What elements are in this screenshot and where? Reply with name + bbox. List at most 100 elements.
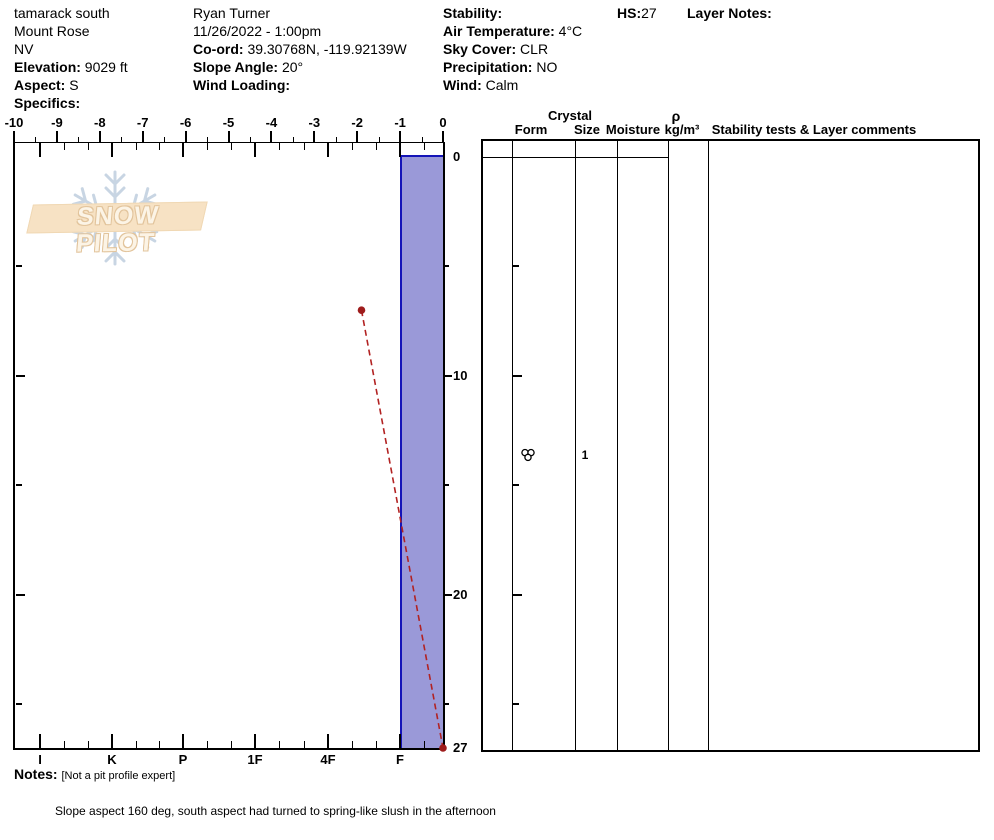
hardness-major-tick-top [254,143,256,157]
hardness-minor-tick-bottom [376,741,377,748]
table-column-line [708,141,709,750]
pit-depth-label: 27 [453,740,468,755]
temp-axis-label: -1 [394,115,406,130]
snow-layer-bar [400,155,443,748]
observer-info: Ryan Turner 11/26/2022 - 1:00pm Co-ord: … [193,4,407,94]
hardness-major-tick-top [39,143,41,157]
hardness-axis-label: P [178,752,188,767]
footer-comment: Slope aspect 160 deg, south aspect had t… [55,804,496,818]
depth-tick-left [16,703,22,705]
layer-notes-field: Layer Notes: [687,5,772,21]
depth-tick-right [444,703,449,705]
table-column-line [668,141,669,750]
hardness-axis-label: K [107,752,117,767]
hardness-major-tick-bottom [182,734,184,748]
hardness-minor-tick-bottom [424,741,425,748]
depth-axis-label: 10 [453,368,468,383]
hardness-major-tick-bottom [254,734,256,748]
depth-tick-right [444,484,449,486]
precipitation: Precipitation: NO [443,59,558,75]
hardness-minor-tick-top [159,143,160,150]
table-header-rho-unit: kg/m³ [664,122,700,137]
temp-axis-major-tick [56,131,58,143]
temp-axis-minor-tick [336,137,337,143]
table-column-line [617,141,618,750]
temp-axis-minor-tick [121,137,122,143]
depth-tick-left [16,265,22,267]
hardness-major-tick-top [327,143,329,157]
depth-tick-right [444,265,449,267]
depth-tick-table [513,265,519,267]
conditions-info: Stability: Air Temperature: 4°C Sky Cove… [443,4,582,94]
temp-axis-minor-tick [207,137,208,143]
depth-tick-left [16,484,22,486]
temp-axis-major-tick [399,131,401,143]
depth-tick-table [513,594,522,596]
wind: Wind: Calm [443,77,519,93]
table-header-comments: Stability tests & Layer comments [711,122,917,137]
hardness-major-tick-top [399,143,401,157]
site-info: tamarack south Mount Rose NV Elevation: … [14,4,128,112]
table-header-moisture: Moisture [605,122,661,137]
temp-axis-label: -4 [265,115,278,130]
site-specifics: Specifics: [14,95,81,111]
coordinates: Co-ord: 39.30768N, -119.92139W [193,41,407,57]
temp-axis-minor-tick [78,137,79,143]
hardness-minor-tick-top [424,143,425,150]
temp-axis-label: -3 [308,115,321,130]
temp-axis-minor-tick [379,137,380,143]
temp-axis-major-tick [270,131,272,143]
hardness-minor-tick-bottom [304,741,305,748]
hardness-minor-tick-top [304,143,305,150]
temp-axis-minor-tick [164,137,165,143]
depth-tick-left [16,375,25,377]
table-header-form: Form [514,122,548,137]
layers-table-frame [481,139,980,752]
temp-axis-label: -9 [51,115,63,130]
table-header-size: Size [573,122,600,137]
table-column-line [575,141,576,750]
site-area: Mount Rose [14,23,90,39]
temp-axis-major-tick [142,131,144,143]
air-temperature: Air Temperature: 4°C [443,23,583,39]
sky-cover: Sky Cover: CLR [443,41,549,57]
temp-axis-major-tick [13,131,15,143]
hardness-major-tick-bottom [39,734,41,748]
hardness-major-tick-top [182,143,184,157]
observer-name: Ryan Turner [193,5,271,21]
temp-axis-minor-tick [35,137,36,143]
hardness-minor-tick-top [136,143,137,150]
temp-axis-major-tick [313,131,315,143]
temp-axis-label: -8 [94,115,106,130]
slope-angle: Slope Angle: 20° [193,59,304,75]
hardness-minor-tick-bottom [207,741,208,748]
depth-tick-table [513,703,519,705]
depth-tick-table [513,375,522,377]
temp-axis-major-tick [185,131,187,143]
hardness-minor-tick-top [231,143,232,150]
hardness-axis-label: I [38,752,42,767]
site-aspect: Aspect: S [14,77,79,93]
hardness-minor-tick-top [88,143,89,150]
snow-profile-chart-frame [13,142,445,750]
temp-axis-label: 0 [439,115,447,130]
hardness-minor-tick-bottom [352,741,353,748]
table-layer-boundary-line [483,157,668,158]
hardness-axis-label: F [396,752,404,767]
hardness-minor-tick-bottom [88,741,89,748]
hardness-minor-tick-top [207,143,208,150]
depth-tick-right [444,594,452,596]
temp-axis-minor-tick [250,137,251,143]
wind-loading: Wind Loading: [193,77,291,93]
table-header-rho: ρ [671,108,681,124]
site-state: NV [14,41,34,57]
table-column-line [512,141,513,750]
notes-line: Notes: [Not a pit profile expert] [14,766,176,782]
temp-axis-major-tick [442,131,444,143]
depth-tick-left [16,594,25,596]
hardness-major-tick-bottom [399,734,401,748]
temp-axis-label: -10 [4,115,24,130]
stability: Stability: [443,5,503,21]
observation-datetime: 11/26/2022 - 1:00pm [193,23,322,39]
